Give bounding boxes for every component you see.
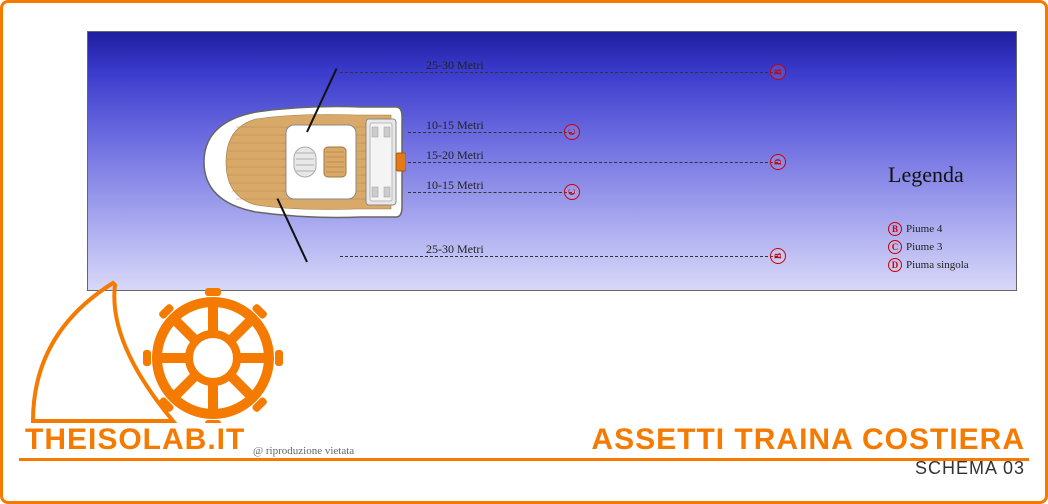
line-label-D: 15-20 Metri — [426, 148, 484, 163]
legend-marker-icon: C — [888, 240, 902, 254]
line-marker-B2: B — [770, 248, 786, 264]
page-title: ASSETTI TRAINA COSTIERA — [591, 423, 1025, 457]
site-name: THEISOLAB.IT — [25, 423, 245, 457]
legend-item-B: B Piume 4 — [888, 222, 942, 236]
legend-title: Legenda — [888, 162, 964, 188]
card-frame: 25-30 Metri B 10-15 Metri C 15-20 Metri D 10-1… — [0, 0, 1048, 504]
line-label-B1: 25-30 Metri — [426, 58, 484, 73]
legend-item-C: C Piume 3 — [888, 240, 942, 254]
line-marker-C2: C — [564, 184, 580, 200]
legend-marker-icon: D — [888, 258, 902, 272]
line-label-C1: 10-15 Metri — [426, 118, 484, 133]
footer: THEISOLAB.IT @ riproduzione vietata ASSE… — [3, 321, 1045, 501]
legend-item-text: Piume 4 — [906, 223, 942, 235]
logo-graphic — [23, 273, 303, 423]
divider-line — [19, 458, 1029, 461]
fishing-line-B2 — [340, 256, 778, 257]
line-label-B2: 25-30 Metri — [426, 242, 484, 257]
line-marker-D: D — [770, 154, 786, 170]
line-marker-C1: C — [564, 124, 580, 140]
legend-item-text: Piuma singola — [906, 259, 969, 271]
fishing-line-B1 — [340, 72, 778, 73]
diagram-area: 25-30 Metri B 10-15 Metri C 15-20 Metri D 10-1… — [87, 31, 1017, 291]
legend-item-D: D Piuma singola — [888, 258, 969, 272]
line-marker-B1: B — [770, 64, 786, 80]
legend-item-text: Piume 3 — [906, 241, 942, 253]
boat-illustration — [196, 97, 406, 227]
line-label-C2: 10-15 Metri — [426, 178, 484, 193]
copyright-text: @ riproduzione vietata — [253, 445, 354, 457]
schema-number: SCHEMA 03 — [915, 458, 1025, 479]
legend-marker-icon: B — [888, 222, 902, 236]
